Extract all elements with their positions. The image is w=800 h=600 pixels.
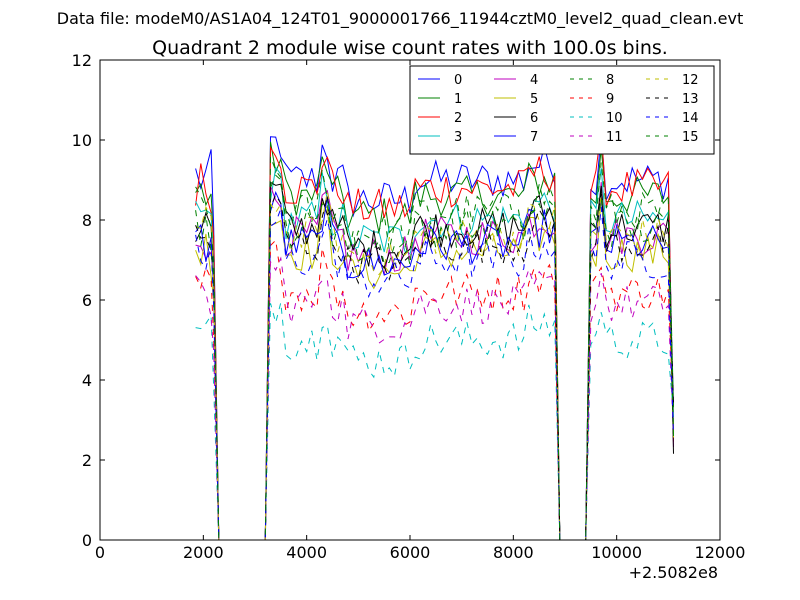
legend-label-14: 14 xyxy=(682,111,699,126)
y-tick-label: 4 xyxy=(82,371,92,390)
series-line-14 xyxy=(195,207,674,541)
legend-label-15: 15 xyxy=(682,130,699,145)
y-tick-label: 0 xyxy=(82,531,92,550)
series-line-2 xyxy=(195,128,674,541)
legend-label-4: 4 xyxy=(530,73,538,88)
x-tick-label: 10000 xyxy=(591,543,642,562)
legend-label-8: 8 xyxy=(606,73,614,88)
legend-label-0: 0 xyxy=(454,73,462,88)
legend-label-3: 3 xyxy=(454,130,462,145)
x-tick-label: 8000 xyxy=(493,543,534,562)
legend-label-2: 2 xyxy=(454,111,462,126)
legend-box xyxy=(409,65,715,155)
series-line-8 xyxy=(195,156,674,541)
y-tick-label: 2 xyxy=(82,451,92,470)
series-line-10 xyxy=(195,302,674,541)
series-line-15 xyxy=(195,174,674,541)
legend-label-7: 7 xyxy=(530,130,538,145)
series-line-3 xyxy=(195,166,674,541)
y-tick-label: 12 xyxy=(72,51,92,70)
chart-title: Quadrant 2 module wise count rates with … xyxy=(152,37,668,59)
y-tick-label: 6 xyxy=(82,291,92,310)
legend-label-11: 11 xyxy=(606,130,623,145)
series-line-13 xyxy=(195,189,674,541)
x-tick-label: 6000 xyxy=(390,543,431,562)
x-tick-label: 12000 xyxy=(695,543,746,562)
series-line-9 xyxy=(195,239,674,541)
x-axis-offset-label: +2.5082e8 xyxy=(629,563,718,582)
x-tick-label: 0 xyxy=(95,543,105,562)
x-tick-label: 2000 xyxy=(183,543,224,562)
y-tick-label: 10 xyxy=(72,131,92,150)
series-line-11 xyxy=(195,256,674,541)
legend-label-9: 9 xyxy=(606,92,614,107)
legend-label-1: 1 xyxy=(454,92,462,107)
x-tick-label: 4000 xyxy=(286,543,327,562)
legend-label-13: 13 xyxy=(682,92,699,107)
y-tick-label: 8 xyxy=(82,211,92,230)
figure-suptitle: Data file: modeM0/AS1A04_124T01_90000017… xyxy=(57,9,743,29)
legend-label-12: 12 xyxy=(682,73,699,88)
legend-label-5: 5 xyxy=(530,92,538,107)
legend-label-6: 6 xyxy=(530,111,538,126)
series-layer xyxy=(195,128,674,541)
legend-label-10: 10 xyxy=(606,111,623,126)
